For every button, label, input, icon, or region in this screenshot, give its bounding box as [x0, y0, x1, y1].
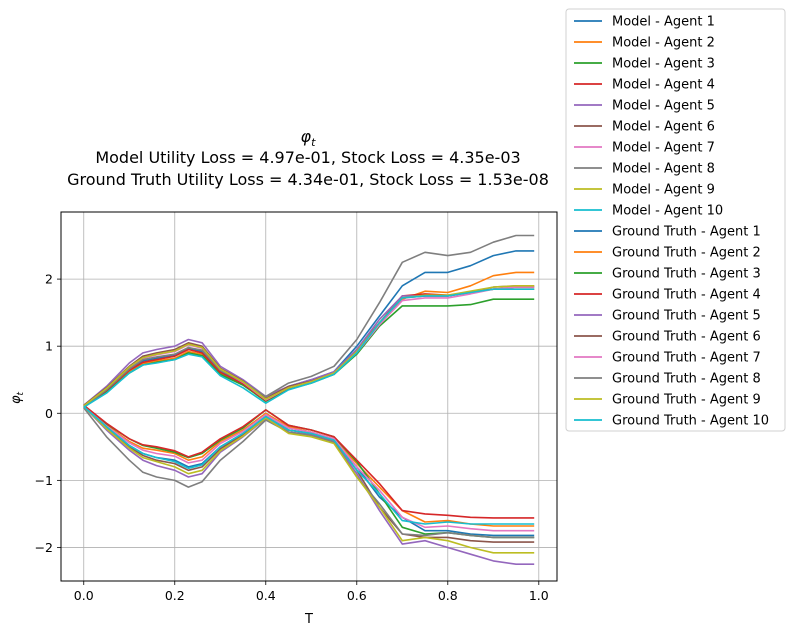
series-layer — [83, 234, 535, 566]
series-line-18 — [83, 234, 535, 408]
legend-label: Ground Truth - Agent 3 — [612, 267, 761, 282]
y-axis-label-subscript: t — [16, 391, 26, 395]
chart-title-main-subscript: t — [311, 136, 316, 149]
legend-label: Ground Truth - Agent 10 — [612, 414, 769, 429]
legend-label: Model - Agent 7 — [612, 141, 715, 156]
series-line-15 — [83, 284, 535, 406]
legend: Model - Agent 1 Model - Agent 2 Model - Ag… — [565, 8, 786, 432]
legend-label: Model - Agent 4 — [612, 78, 715, 93]
series-line-2 — [83, 405, 535, 527]
legend-label: Ground Truth - Agent 4 — [612, 288, 761, 303]
legend-label: Model - Agent 8 — [612, 162, 715, 177]
y-tick-label: 0 — [45, 406, 53, 421]
x-tick-label: 0.8 — [438, 588, 458, 603]
chart-title-line3: Ground Truth Utility Loss = 4.34e-01, St… — [67, 170, 549, 189]
tick-layer: 0.0 0.2 0.4 0.6 0.8 1.0 −2 −1 0 1 2 — [35, 272, 549, 603]
legend-label: Ground Truth - Agent 1 — [612, 225, 761, 240]
series-line-4 — [83, 404, 535, 519]
x-tick-label: 0.6 — [347, 588, 367, 603]
series-line-7 — [83, 405, 535, 532]
series-line-20 — [83, 288, 535, 408]
legend-label: Ground Truth - Agent 7 — [612, 351, 761, 366]
legend-label: Model - Agent 3 — [612, 57, 715, 72]
chart-title-line2: Model Utility Loss = 4.97e-01, Stock Los… — [95, 148, 520, 167]
legend-label: Model - Agent 9 — [612, 183, 715, 198]
y-axis-label: φt — [9, 391, 26, 404]
legend-label: Model - Agent 5 — [612, 99, 715, 114]
legend-label: Ground Truth - Agent 5 — [612, 309, 761, 324]
legend-label: Model - Agent 10 — [612, 204, 723, 219]
legend-label: Model - Agent 6 — [612, 120, 715, 135]
x-tick-label: 0.4 — [256, 588, 276, 603]
legend-box — [565, 8, 786, 432]
series-line-19 — [83, 284, 535, 407]
series-line-1 — [83, 406, 535, 537]
series-line-13 — [83, 298, 535, 408]
chart-title-main: φt — [301, 127, 317, 149]
legend-label: Ground Truth - Agent 6 — [612, 330, 761, 345]
x-tick-label: 1.0 — [529, 588, 549, 603]
series-line-6 — [83, 406, 535, 543]
y-tick-label: −2 — [35, 540, 53, 555]
x-tick-label: 0.2 — [165, 588, 185, 603]
y-tick-label: 1 — [45, 339, 53, 354]
legend-label: Model - Agent 2 — [612, 36, 715, 51]
series-line-9 — [83, 406, 535, 554]
x-tick-label: 0.0 — [74, 588, 94, 603]
grid-layer — [61, 212, 557, 581]
legend-label: Ground Truth - Agent 9 — [612, 393, 761, 408]
legend-label: Model - Agent 1 — [612, 15, 715, 30]
x-axis-label: T — [304, 612, 313, 627]
legend-label: Ground Truth - Agent 2 — [612, 246, 761, 261]
y-tick-label: 2 — [45, 272, 53, 287]
series-line-14 — [83, 288, 535, 408]
plot-frame — [60, 211, 558, 582]
legend-label: Ground Truth - Agent 8 — [612, 372, 761, 387]
y-tick-label: −1 — [35, 473, 53, 488]
series-line-10 — [83, 406, 535, 525]
series-line-8 — [83, 407, 535, 539]
